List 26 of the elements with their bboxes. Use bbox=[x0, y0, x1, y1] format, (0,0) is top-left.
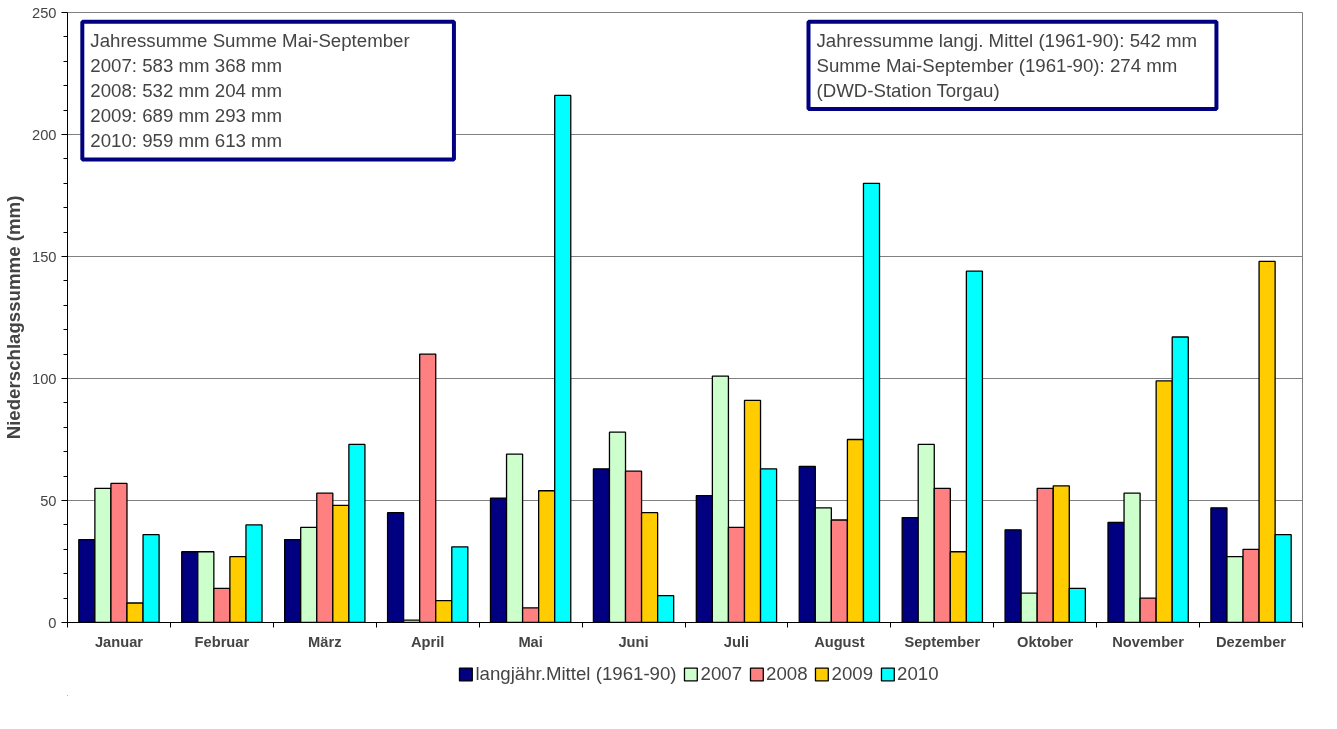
x-tick-label: November bbox=[1112, 633, 1185, 650]
legend-label: 2009 bbox=[831, 663, 874, 685]
legend-label: 2008 bbox=[766, 663, 808, 685]
y-tick-label: 50 bbox=[40, 492, 57, 509]
y-tick-label: 0 bbox=[48, 614, 57, 631]
x-tick-label: September bbox=[904, 633, 981, 650]
x-tick-label: März bbox=[308, 633, 342, 650]
x-tick-label: Januar bbox=[94, 633, 144, 650]
x-tick-label: Juni bbox=[618, 633, 649, 650]
legend-label: 2010 bbox=[897, 663, 939, 685]
y-tick-label: 100 bbox=[32, 370, 57, 387]
legend-label: langjähr.Mittel (1961-90) bbox=[475, 663, 677, 685]
y-tick-label: 150 bbox=[32, 248, 57, 265]
x-tick-label: Juli bbox=[723, 633, 750, 650]
x-tick-label: April bbox=[411, 633, 445, 650]
annotation: Jahressumme Summe Mai-September 2007: 583 mm 368 mm 2008: 532 mm 204 mm 2009: 689 mm 293 mm 2010: 959 mm 613 mm bbox=[90, 29, 410, 152]
x-tick-label: Mai bbox=[518, 633, 543, 650]
y-tick-label: 200 bbox=[32, 126, 57, 143]
x-tick-label: August bbox=[814, 633, 865, 650]
x-tick-label: Oktober bbox=[1017, 633, 1074, 650]
y-tick-label: 250 bbox=[32, 4, 57, 21]
legend-label: 2007 bbox=[700, 663, 743, 685]
x-tick-label: Februar bbox=[194, 633, 250, 650]
y-axis-title: Niederschlagssumme (mm) bbox=[3, 195, 25, 440]
annotation: Jahressumme langj. Mittel (1961-90): 542 mm Summe Mai-September (1961-90): 274 mm (DWD-Station Torgau) bbox=[816, 29, 1198, 102]
x-tick-label: Dezember bbox=[1216, 633, 1287, 650]
